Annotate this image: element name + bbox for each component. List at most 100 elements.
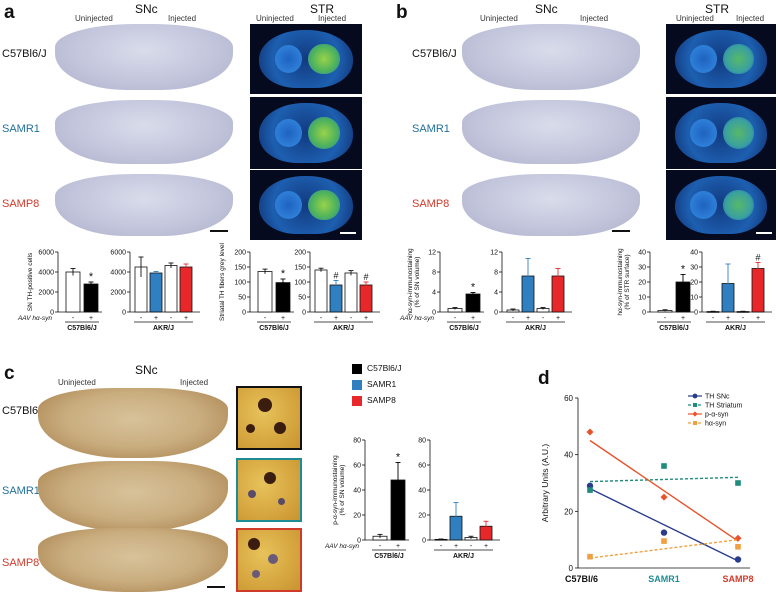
b3-ytick-label: 30 [638, 265, 646, 272]
b1-group-label: C57Bl6/J [449, 325, 479, 332]
b4-sign-2: - [742, 315, 745, 322]
c2-ytick-label: 40 [418, 488, 426, 495]
legend-item-samr1: SAMR1 [352, 379, 402, 395]
a3-ytick-label: 150 [234, 265, 246, 272]
b3-ytick-label: 0 [642, 310, 646, 317]
a4-ytick-label: 200 [294, 250, 306, 257]
a1-bar-1 [83, 283, 99, 313]
panel-c-scale-bar [207, 586, 225, 588]
b3-ytick-label: 10 [638, 295, 646, 302]
a2-ytick-label: 2000 [110, 290, 126, 297]
b2-ytick-label: 8 [494, 270, 498, 277]
b2-ytick-label: 12 [490, 250, 498, 257]
b3-significance-0: * [681, 264, 686, 276]
panel-a-snc-uninjected: Uninjected [75, 14, 113, 23]
b3-ytick-label: 40 [638, 250, 646, 257]
d-point-0-2 [734, 556, 742, 563]
panel-b-strain-samp8: SAMP8 [412, 198, 450, 210]
panel-b-snc-title: SNc [535, 2, 558, 16]
c2-sign-1: + [454, 543, 458, 550]
b4-sign-1: + [726, 315, 730, 322]
a2-sign-0: - [140, 315, 143, 322]
a1-ytick-label: 0 [50, 310, 54, 317]
a4-sign-1: + [334, 315, 338, 322]
d-fit-line-2 [589, 439, 739, 542]
d-xtick-label-2: SAMP8 [722, 574, 753, 584]
b1-ytick-label: 0 [432, 310, 436, 317]
d-legend-label-0: TH SNc [705, 394, 730, 401]
a1-aav-label: AAV hα-syn [17, 315, 52, 322]
a2-sign-2: - [170, 315, 173, 322]
a2-ytick-label: 4000 [110, 270, 126, 277]
c1-sign-0: - [379, 543, 382, 550]
b2-ytick-label: 0 [494, 310, 498, 317]
d-ylabel: Arbitrary Units (A.U.) [540, 444, 550, 523]
panel-a-strain-c57: C57Bl6/J [2, 48, 47, 60]
d-legend-marker-2 [692, 411, 698, 417]
panel-c-uninjected: Uninjected [58, 378, 96, 387]
b4-ytick-label: 40 [690, 250, 698, 257]
a1-ytick-label: 2000 [38, 290, 54, 297]
panel-a-str-image-c57 [250, 24, 362, 94]
a1-ylabel: SN TH-positive cells [27, 252, 34, 311]
panel-c-snc-image-samp8 [38, 528, 228, 592]
panel-b-str-image-samr1 [666, 97, 776, 169]
d-point-1-0 [587, 487, 593, 493]
c1-ylabel: p-α-syn-immunostaining [332, 455, 339, 525]
b4-sign-3: + [756, 315, 760, 322]
d-fit-line-1 [589, 476, 739, 483]
panel-b-str-title: STR [705, 2, 729, 16]
d-legend-label-3: hα-syn [705, 421, 726, 428]
panel-b-snc-image-samp8 [462, 174, 640, 236]
b1-sign-0: - [454, 315, 457, 322]
panel-a-snc-image-samp8 [55, 174, 233, 236]
c2-ytick-label: 60 [418, 463, 426, 470]
c2-ytick-label: 20 [418, 513, 426, 520]
a1-group-label: C57Bl6/J [67, 325, 97, 332]
a3-sign-0: - [264, 315, 267, 322]
c1-aav-label: AAV hα-syn [324, 543, 359, 550]
panel-b-letter: b [396, 2, 408, 23]
panel-a-snc-image-c57 [55, 24, 233, 90]
panel-d-letter: d [538, 368, 550, 389]
a2-bar-2 [164, 265, 178, 313]
b3-ylabel-units: (% of STR surface) [624, 254, 631, 309]
a3-bar-1 [275, 282, 291, 313]
b1-ylabel: hα-syn-immunostaining [407, 248, 414, 316]
d-point-3-2 [735, 543, 741, 550]
b2-sign-1: + [526, 315, 530, 322]
panel-c-zoom-samp8 [236, 528, 302, 592]
panel-b-scale-bar [612, 230, 630, 232]
c1-ylabel-units: (% of SN volume) [339, 465, 346, 516]
panel-a-str-uninjected: Uninjected [256, 14, 294, 23]
a1-significance-0: * [89, 271, 94, 283]
panel-b-snc-uninjected: Uninjected [480, 14, 518, 23]
d-legend-label-2: p-α-syn [705, 412, 729, 419]
a3-ylabel: Striatal TH fibers grey level [219, 242, 226, 320]
a3-significance-0: * [281, 268, 286, 280]
panel-a-scale-bar [210, 230, 228, 232]
legend-item-samp8: SAMP8 [352, 395, 402, 411]
a3-ytick-label: 100 [234, 280, 246, 287]
b4-significance-0: # [755, 253, 760, 263]
panel-c-strain-samp8: SAMP8 [2, 557, 40, 569]
b3-sign-1: + [681, 315, 685, 322]
b1-ytick-label: 12 [428, 250, 436, 257]
panel-c-zoom-samr1 [236, 458, 302, 522]
panel-a-str-image-samp8 [250, 170, 362, 240]
a1-ytick-label: 6000 [38, 250, 54, 257]
d-point-1-2 [735, 480, 741, 486]
a4-ytick-label: 0 [302, 310, 306, 317]
a4-sign-3: + [364, 315, 368, 322]
panel-c-letter: c [4, 363, 15, 384]
d-legend-marker-1 [693, 403, 697, 407]
a4-bar-3 [359, 284, 373, 313]
panel-a-strain-samp8: SAMP8 [2, 198, 40, 210]
c1-group-label: C57Bl6/J [374, 553, 404, 560]
a4-significance-1: # [363, 272, 368, 282]
panel-c-legend: C57Bl6/J SAMR1 SAMP8 [352, 363, 402, 411]
d-ytick-label: 60 [564, 394, 573, 403]
b4-sign-0: - [712, 315, 715, 322]
b3-ytick-label: 20 [638, 280, 646, 287]
